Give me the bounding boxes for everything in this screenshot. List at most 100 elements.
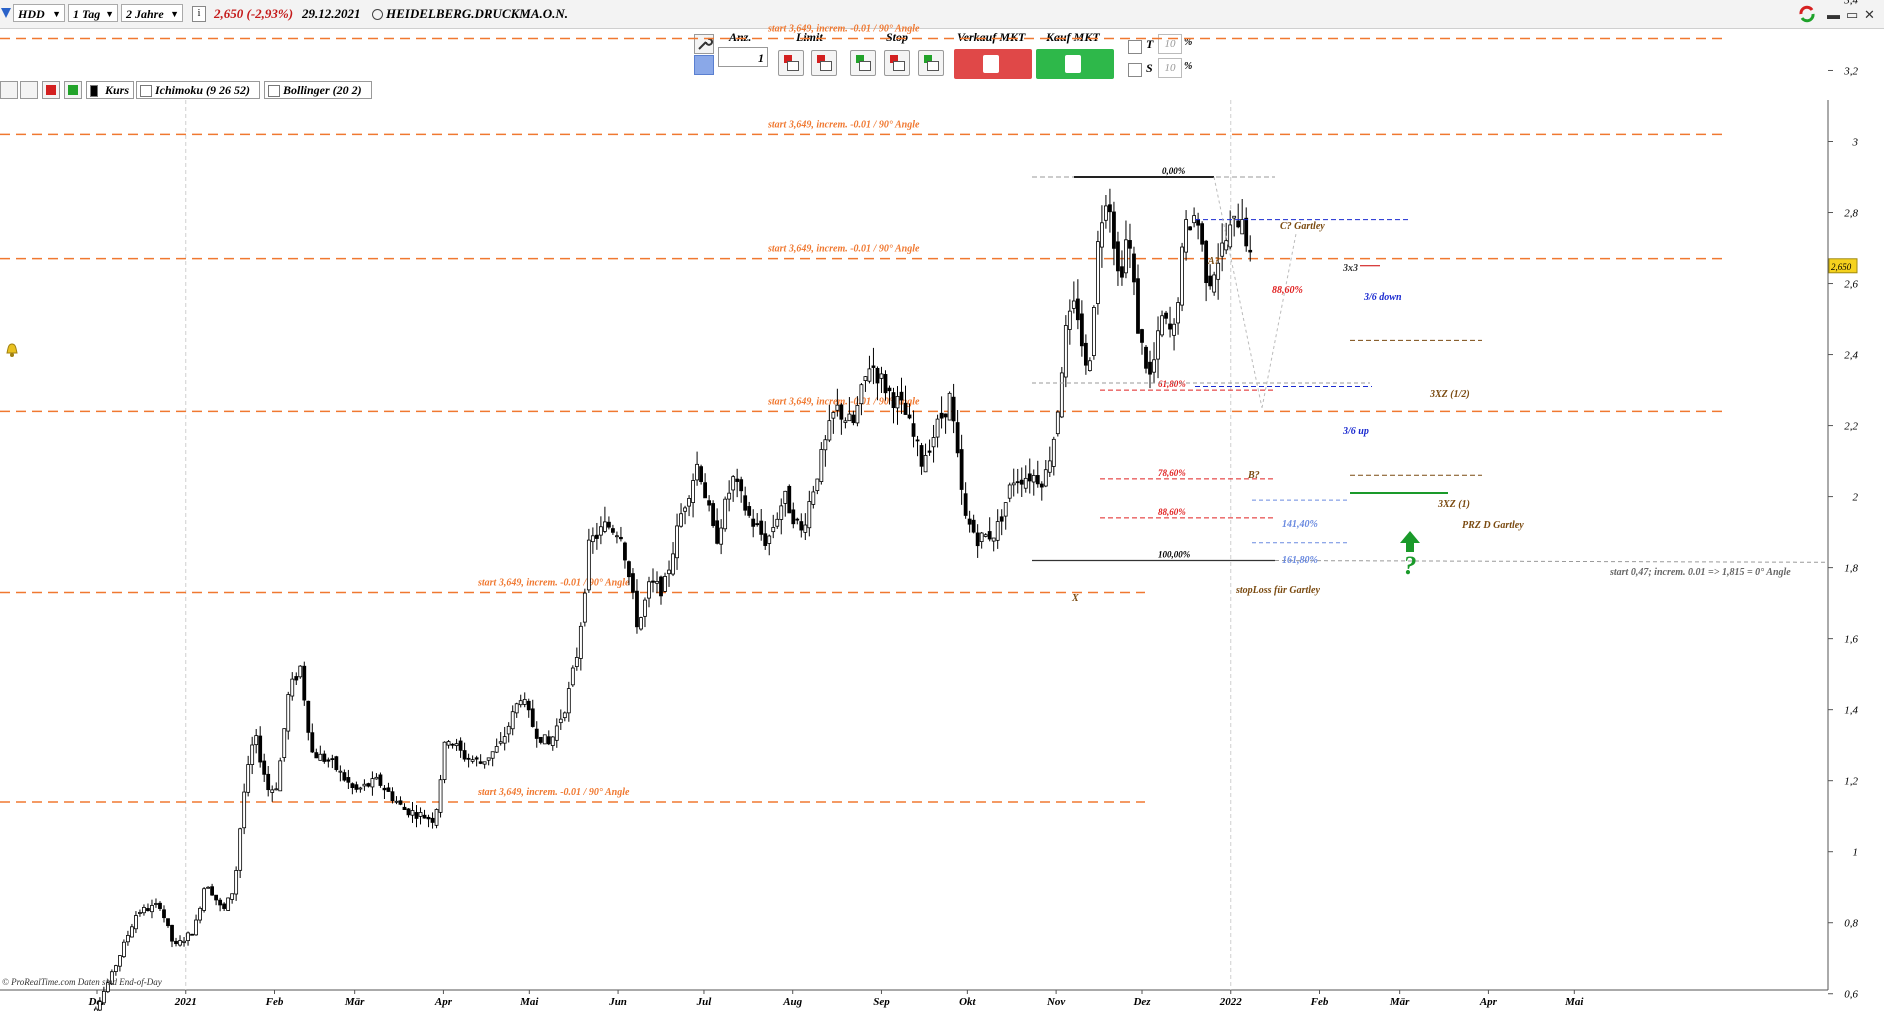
- candle-body: [354, 784, 359, 790]
- candle-body: [294, 676, 299, 681]
- close-icon[interactable]: ✕: [1864, 7, 1875, 22]
- candle-body: [314, 752, 319, 759]
- candle-body: [578, 625, 583, 659]
- annotation-label: 161,80%: [1282, 555, 1318, 566]
- stop-checkbox[interactable]: [1128, 63, 1142, 77]
- qty-input[interactable]: 1: [718, 47, 768, 67]
- x-tick-label: Jul: [696, 996, 713, 1008]
- candle-body: [987, 531, 992, 540]
- candle-body: [1039, 483, 1044, 488]
- trailing-checkbox[interactable]: [1128, 40, 1142, 54]
- limit-label: Limit: [796, 30, 823, 44]
- symbol-select[interactable]: HDD ▼: [13, 4, 65, 22]
- calculator-icon[interactable]: [694, 55, 714, 75]
- x-tick-label: Feb: [1310, 996, 1329, 1008]
- range-select[interactable]: 2 Jahre ▼: [121, 4, 183, 22]
- angle-line-label: start 3,649, increm. -0.01 / 90° Angle: [477, 787, 630, 798]
- stop-sell-button[interactable]: [884, 50, 910, 76]
- instrument-name: HEIDELBERG.DRUCKMA.O.N.: [386, 6, 569, 21]
- t-percent-input[interactable]: 10: [1158, 34, 1182, 54]
- candle-body: [1236, 220, 1241, 228]
- angle-line-label: start 3,649, increm. -0.01 / 90° Angle: [477, 577, 630, 588]
- candle-body: [226, 897, 231, 911]
- candle-body: [602, 521, 607, 532]
- candle-body: [1172, 323, 1176, 336]
- interval-select[interactable]: 1 Tag ▼: [68, 4, 118, 22]
- refresh-icon[interactable]: [1797, 4, 1817, 24]
- candle-body: [831, 412, 836, 419]
- buy-market-button[interactable]: [1036, 49, 1114, 79]
- ichimoku-checkbox[interactable]: [140, 85, 152, 97]
- candle-body: [362, 783, 367, 787]
- x-tick-label: Jun: [608, 996, 627, 1008]
- limit-modify-button[interactable]: [811, 50, 837, 76]
- y-tick-label: 2,2: [1844, 421, 1858, 433]
- candle-body: [1184, 219, 1188, 253]
- bollinger-checkbox[interactable]: [268, 85, 280, 97]
- candle-body: [478, 761, 483, 764]
- candle-body: [150, 905, 154, 913]
- quote-date: 29.12.2021: [302, 6, 361, 21]
- candle-body: [823, 439, 828, 451]
- instrument-icon[interactable]: [0, 4, 12, 22]
- wrench-icon[interactable]: [694, 34, 714, 54]
- candle-body: [943, 413, 948, 418]
- alert-bell-icon[interactable]: [4, 342, 20, 358]
- candle-body: [202, 888, 206, 911]
- annotation-label: 3x3: [1342, 263, 1358, 274]
- candle-body: [562, 712, 567, 719]
- candle-body: [707, 500, 712, 506]
- candle-body: [486, 757, 491, 761]
- candle-body: [266, 773, 271, 791]
- candle-body: [891, 392, 896, 409]
- minimize-icon[interactable]: ▬: [1827, 7, 1840, 22]
- bollinger-toggle[interactable]: Bollinger (20 2): [264, 81, 372, 99]
- limit-sell-button[interactable]: [778, 50, 804, 76]
- stop-buy-button[interactable]: [850, 50, 876, 76]
- sell-arrow-icon[interactable]: [42, 81, 60, 99]
- candle-body: [647, 581, 651, 599]
- candle-body: [1019, 479, 1024, 485]
- candle-body: [1003, 502, 1008, 517]
- current-price-label: 2,650: [1831, 262, 1852, 272]
- ichimoku-toggle[interactable]: Ichimoku (9 26 52): [136, 81, 260, 99]
- sell-market-button[interactable]: [954, 49, 1032, 79]
- candle-body: [142, 907, 146, 914]
- candle-body: [1200, 223, 1205, 245]
- stop-modify-button[interactable]: [918, 50, 944, 76]
- candle-body: [923, 455, 928, 473]
- candle-body: [1140, 329, 1144, 343]
- candle-body: [1192, 215, 1197, 224]
- qty-value: 1: [758, 51, 764, 65]
- candle-body: [454, 743, 459, 747]
- candle-body: [1152, 359, 1156, 373]
- candle-body: [667, 569, 671, 575]
- pattern-leg: [1213, 176, 1263, 408]
- candle-body: [1148, 361, 1152, 375]
- candle-body: [138, 912, 142, 914]
- candle-body: [911, 423, 916, 437]
- candle-body: [1083, 342, 1088, 366]
- annotation-label: PRZ D Gartley: [1462, 520, 1524, 531]
- candle-body: [594, 534, 599, 539]
- candle-body: [815, 478, 820, 492]
- candle-body: [282, 728, 287, 758]
- candle-body: [775, 518, 780, 527]
- alarm-bell-icon[interactable]: [20, 81, 38, 99]
- angle-line-label: start 3,649, increm. -0.01 / 90° Angle: [767, 396, 920, 407]
- buy-arrow-icon[interactable]: [64, 81, 82, 99]
- windows-icon[interactable]: [0, 81, 18, 99]
- s-percent-input[interactable]: 10: [1158, 58, 1182, 78]
- candle-body: [971, 519, 976, 533]
- candle-body: [699, 466, 703, 482]
- candle-body: [422, 814, 427, 819]
- y-tick-label: 2,8: [1844, 208, 1858, 220]
- info-icon[interactable]: i: [192, 6, 206, 22]
- candle-body: [619, 536, 623, 540]
- maximize-icon[interactable]: ▭: [1846, 7, 1859, 22]
- t-pct-sign: %: [1184, 37, 1193, 48]
- kurs-toggle[interactable]: Kurs: [86, 81, 134, 99]
- candle-body: [1059, 372, 1064, 418]
- candle-body: [274, 788, 279, 791]
